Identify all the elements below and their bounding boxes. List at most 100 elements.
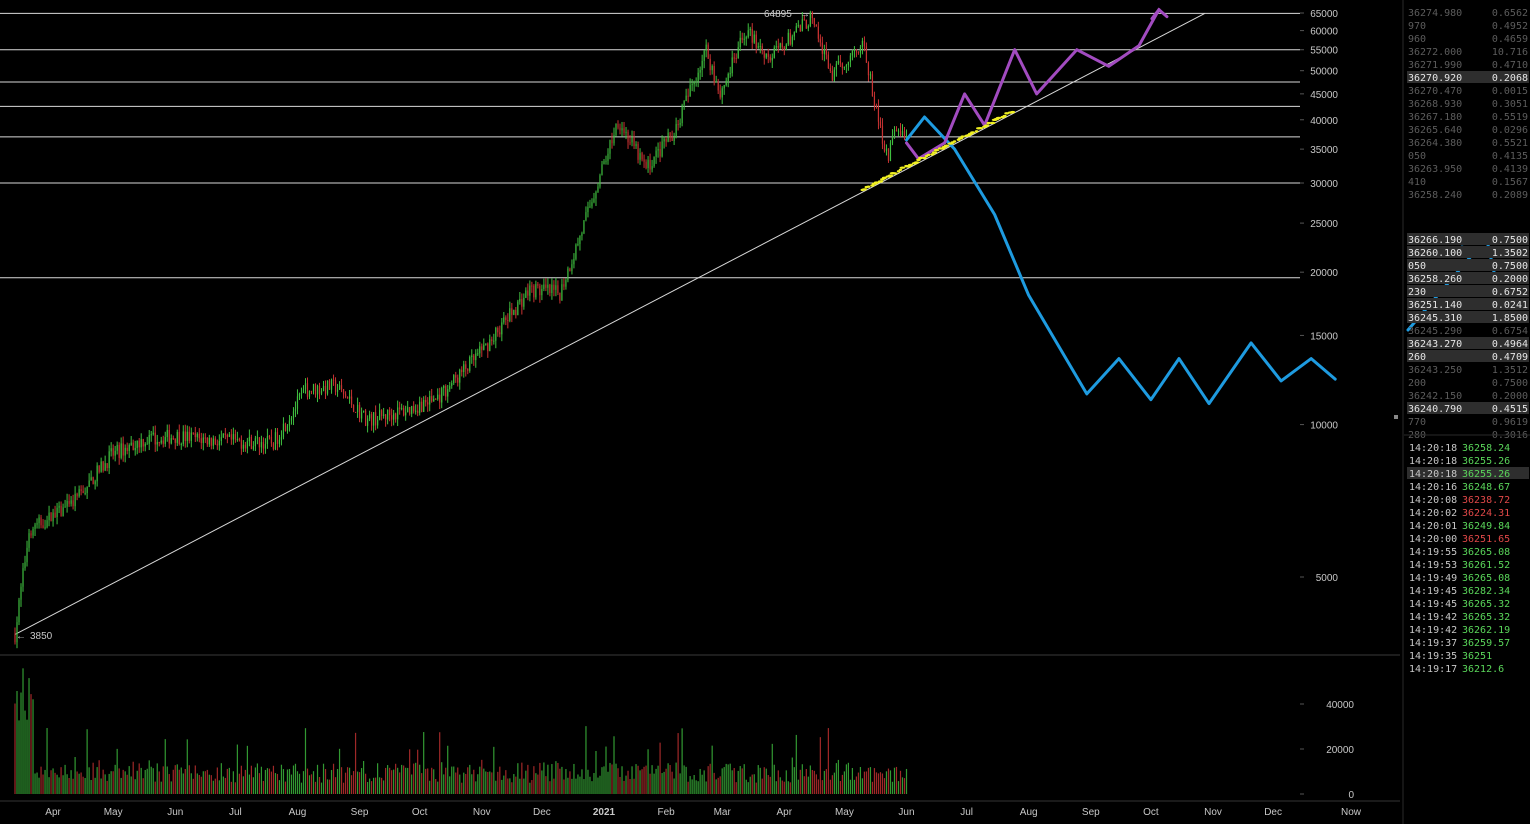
trade-row[interactable]: 14:19:35 36251 [1409, 651, 1492, 662]
candle [693, 80, 695, 92]
candle [903, 126, 906, 141]
ask-row[interactable]: 36258.240 0.2089 [1408, 190, 1528, 201]
ask-row[interactable]: 410 0.1567 [1408, 177, 1528, 188]
trade-row[interactable]: 14:20:02 36224.31 [1409, 508, 1510, 519]
bid-row[interactable]: 36251.140 0.0241 [1407, 298, 1529, 311]
trade-row[interactable]: 14:19:49 36265.08 [1409, 573, 1510, 584]
trade-row[interactable]: 14:20:08 36238.72 [1409, 495, 1510, 506]
trade-history[interactable]: 14:20:18 36258.24 14:20:18 36255.2614:20:18… [1407, 443, 1529, 675]
bid-row[interactable]: 260 0.4709 [1407, 350, 1529, 363]
candle [144, 442, 146, 452]
volume-bar [90, 779, 92, 794]
trade-row[interactable]: 14:20:01 36249.84 [1409, 521, 1510, 532]
bid-row[interactable]: 230 0.6752 [1407, 285, 1529, 298]
trade-row[interactable]: 14:20:18 36255.26 [1407, 467, 1529, 480]
ask-row[interactable]: 36265.640 0.0296 [1408, 125, 1528, 136]
trade-row[interactable]: 14:19:37 36259.57 [1409, 638, 1510, 649]
scale-handle-icon[interactable] [1394, 415, 1398, 419]
volume-bar [759, 767, 761, 794]
candle [296, 389, 299, 415]
bid-row[interactable]: 050 0.7500 [1407, 259, 1529, 272]
volume-bar [439, 732, 441, 794]
bid-row[interactable]: 36245.290 0.6754 [1408, 326, 1528, 337]
bid-row[interactable]: 200 0.7500 [1408, 378, 1528, 389]
candle [26, 540, 28, 567]
volume-bar [859, 766, 862, 794]
trade-row[interactable]: 14:19:53 36261.52 [1409, 560, 1510, 571]
volume-bar [601, 767, 603, 794]
trade-row[interactable]: 14:19:45 36265.32 [1409, 599, 1510, 610]
ask-row[interactable]: 36264.380 0.5521 [1408, 138, 1528, 149]
trade-row[interactable]: 14:20:18 36258.24 [1409, 443, 1510, 454]
candle [495, 326, 497, 349]
volume-bar [905, 768, 908, 794]
volume-bar [40, 766, 42, 794]
yellow-marker-dot [887, 174, 894, 177]
candle [294, 401, 297, 418]
bid-row[interactable]: 36240.790 0.4515 [1407, 402, 1529, 415]
volume-bar [473, 769, 475, 794]
bid-row[interactable]: 36266.190 0.7500 [1407, 233, 1529, 246]
trade-row[interactable]: 14:20:00 36251.65 [1409, 534, 1510, 545]
volume-bar [84, 777, 86, 794]
volume-bar [88, 767, 90, 794]
volume-bar [667, 763, 669, 794]
candle [459, 368, 461, 390]
ask-row[interactable]: 36263.950 0.4139 [1408, 164, 1528, 175]
volume-bar [216, 767, 218, 794]
order-book[interactable]: 36274.980 0.6562 970 0.4952 960 0.4659 36272.0… [1404, 8, 1530, 441]
trade-row[interactable]: 14:20:16 36248.67 [1409, 482, 1510, 493]
ask-row[interactable]: 36272.000 10.716 [1408, 47, 1528, 58]
ask-row[interactable]: 050 0.4135 [1408, 151, 1528, 162]
volume-bar [144, 770, 146, 794]
bid-row[interactable]: 770 0.9619 [1408, 417, 1528, 428]
yellow-marker-dot [932, 151, 938, 154]
ask-row[interactable]: 36268.930 0.3051 [1408, 99, 1528, 110]
volume-bar [66, 774, 68, 794]
volume-bar [519, 778, 521, 794]
volume-bar [324, 768, 327, 794]
ask-row[interactable]: 36271.990 0.4710 [1408, 60, 1528, 71]
ask-row[interactable]: 36267.180 0.5519 [1408, 112, 1528, 123]
ask-row[interactable]: 960 0.4659 [1408, 34, 1528, 45]
trade-time: 14:19:17 [1409, 664, 1457, 675]
bid-row[interactable]: 36245.310 1.8500 [1407, 311, 1529, 324]
ask-row[interactable]: 36270.920 0.2068 [1407, 71, 1529, 84]
candle [397, 400, 399, 427]
bid-row[interactable]: 36258.260 0.2000 [1407, 272, 1529, 285]
bid-row[interactable]: 36242.150 0.2000 [1408, 391, 1528, 402]
volume-bar [585, 726, 587, 794]
trade-time: 14:19:42 [1409, 612, 1457, 623]
ask-row[interactable]: 970 0.4952 [1408, 21, 1528, 32]
ask-row[interactable]: 36270.470 0.0015 [1408, 86, 1528, 97]
order-price: 200 [1408, 378, 1426, 389]
volume-bar [294, 763, 297, 794]
trade-row[interactable]: 14:19:55 36265.08 [1409, 547, 1510, 558]
bid-row[interactable]: 36243.250 1.3512 [1408, 365, 1528, 376]
volume-bar [429, 780, 431, 794]
trade-row[interactable]: 14:19:42 36262.19 [1409, 625, 1510, 636]
candle [354, 411, 357, 413]
bid-row[interactable]: 36243.270 0.4964 [1407, 337, 1529, 350]
trade-row[interactable]: 14:19:17 36212.6 [1409, 664, 1504, 675]
candle [665, 136, 667, 147]
time-axis[interactable]: Apr May Jun Jul Aug Sep Oct Nov Dec 2021 Feb Mar Apr… [0, 800, 1400, 818]
ask-row[interactable]: 36274.980 0.6562 [1408, 8, 1528, 19]
candle [204, 433, 206, 443]
candle [735, 53, 737, 64]
volume-bar [142, 778, 144, 794]
bid-row[interactable]: 36260.100 1.3502 [1407, 246, 1529, 259]
trade-row[interactable]: 14:19:42 36265.32 [1409, 612, 1510, 623]
yellow-marker-dot [918, 156, 923, 160]
price-axis[interactable]: 65000 60000 55000 50000 45000 40000 35000 30000… [1300, 9, 1398, 584]
volume-bar [513, 774, 515, 794]
trade-time: 14:20:00 [1409, 534, 1457, 545]
trade-row[interactable]: 14:20:18 36255.26 [1409, 456, 1510, 467]
candle [74, 486, 76, 512]
volume-bar [415, 762, 417, 794]
candle [575, 243, 577, 261]
volume-bar [176, 764, 178, 794]
trade-row[interactable]: 14:19:45 36282.34 [1409, 586, 1510, 597]
candle [535, 280, 537, 300]
